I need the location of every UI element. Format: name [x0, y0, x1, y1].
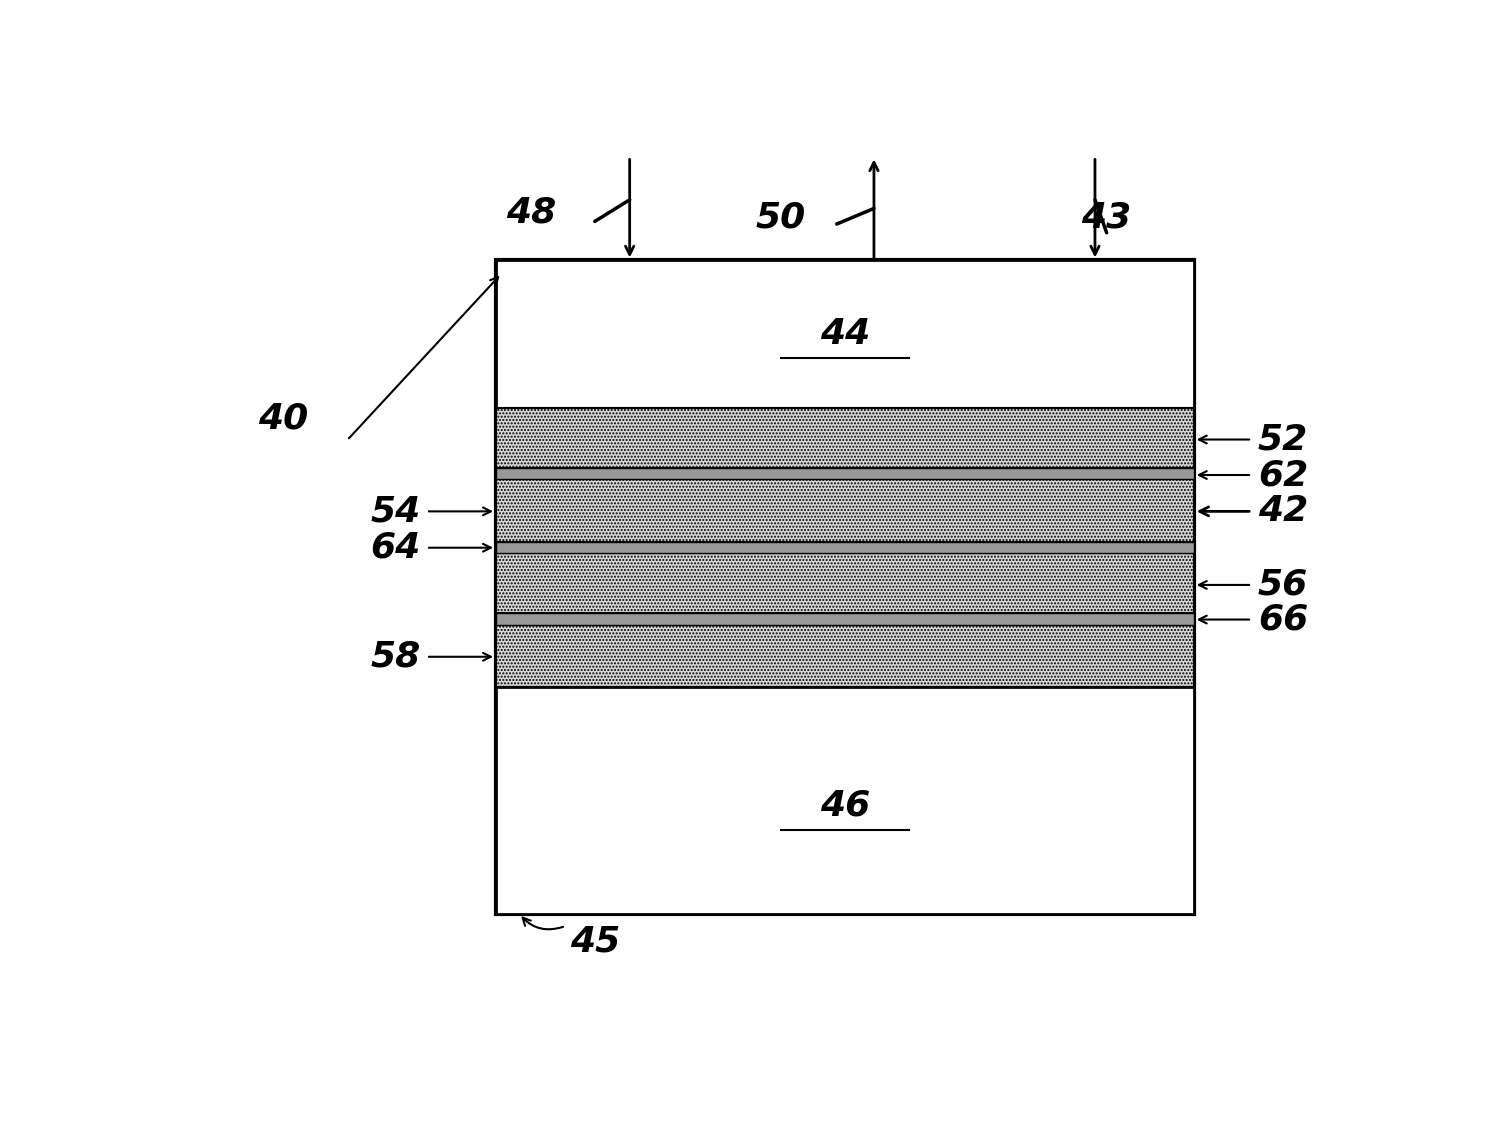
- Text: 46: 46: [820, 789, 871, 823]
- Bar: [495, 553, 1193, 614]
- Bar: [495, 261, 1193, 408]
- Bar: [495, 687, 1193, 914]
- Bar: [495, 261, 1193, 914]
- Text: 58: 58: [371, 640, 420, 673]
- Bar: [495, 614, 1193, 625]
- Text: 56: 56: [1258, 568, 1307, 602]
- Text: 66: 66: [1258, 602, 1307, 636]
- Bar: [495, 479, 1193, 542]
- Text: 45: 45: [570, 925, 620, 959]
- Text: 50: 50: [757, 200, 806, 234]
- Bar: [495, 408, 1193, 468]
- Text: 42: 42: [1258, 495, 1307, 528]
- Text: 62: 62: [1258, 457, 1307, 492]
- Text: 40: 40: [258, 401, 308, 436]
- Text: 44: 44: [820, 317, 871, 351]
- Bar: [495, 542, 1193, 553]
- Bar: [495, 468, 1193, 479]
- Text: 54: 54: [371, 495, 420, 528]
- Text: 43: 43: [1082, 200, 1132, 234]
- Text: 48: 48: [506, 196, 555, 229]
- Text: 52: 52: [1258, 423, 1307, 456]
- Bar: [495, 625, 1193, 687]
- Text: 64: 64: [371, 531, 420, 564]
